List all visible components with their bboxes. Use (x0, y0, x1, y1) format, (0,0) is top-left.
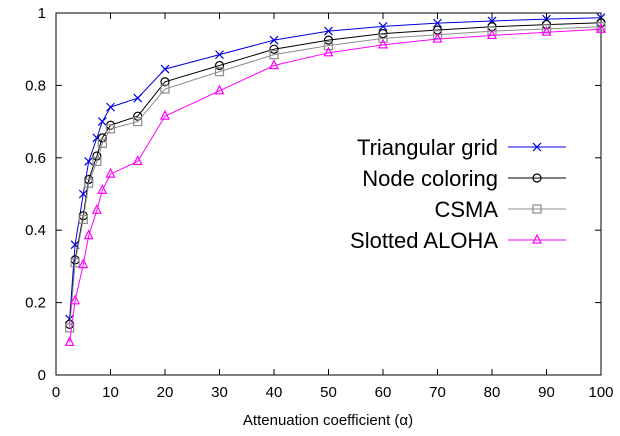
legend-marker (532, 142, 542, 152)
data-point-slotted-aloha (97, 184, 108, 194)
data-point-slotted-aloha (83, 229, 94, 240)
data-point-slotted-aloha (64, 336, 75, 347)
x-tick-label: 40 (266, 384, 283, 401)
y-tick-label: 0.6 (25, 150, 46, 167)
data-point-slotted-aloha (214, 84, 225, 95)
data-point-csma (84, 178, 94, 188)
data-point-csma (97, 138, 107, 148)
x-axis: 0 10 20 30 40 50 60 70 80 90 100 (52, 13, 614, 401)
x-tick-label: 20 (157, 384, 174, 401)
data-point-triangular-grid (160, 64, 170, 74)
series-line-triangular-grid (69, 17, 602, 319)
data-point-triangular-grid (106, 102, 115, 112)
data-point-slotted-aloha (91, 203, 102, 214)
data-point-node-coloring (378, 29, 388, 39)
data-point-csma (269, 50, 279, 60)
x-axis-label: Attenuation coefficient (α) (243, 412, 413, 429)
data-point-csma (78, 214, 88, 224)
data-point-slotted-aloha (70, 294, 81, 305)
legend-label: Triangular grid (357, 135, 498, 160)
series-layer (64, 13, 606, 347)
y-tick-label: 0.2 (25, 295, 46, 312)
data-point-triangular-grid (215, 50, 224, 60)
data-point-csma (105, 124, 116, 134)
x-tick-label: 100 (588, 384, 613, 401)
legend-item-node-coloring: Node coloring (362, 166, 566, 191)
data-point-triangular-grid (324, 26, 333, 36)
data-point-slotted-aloha (487, 29, 497, 40)
data-point-slotted-aloha (596, 22, 606, 33)
legend-marker (532, 173, 542, 183)
y-tick-label: 1 (38, 5, 46, 22)
data-point-node-coloring (160, 77, 170, 87)
x-tick-label: 10 (102, 384, 119, 401)
series-line-slotted-aloha (69, 28, 602, 343)
data-point-csma (92, 156, 102, 167)
data-point-csma (133, 116, 143, 127)
data-point-slotted-aloha (78, 258, 89, 269)
data-point-node-coloring (97, 133, 107, 143)
data-point-slotted-aloha (378, 38, 388, 49)
y-tick-label: 0.4 (25, 222, 46, 239)
data-point-slotted-aloha (432, 32, 443, 43)
data-point-slotted-aloha (541, 25, 552, 36)
data-point-triangular-grid (378, 21, 388, 31)
data-point-triangular-grid (433, 18, 442, 28)
data-point-slotted-aloha (105, 167, 116, 178)
series-slotted-aloha (64, 22, 606, 347)
x-tick-label: 90 (538, 384, 555, 401)
series-node-coloring (65, 18, 606, 329)
x-tick-label: 80 (484, 384, 501, 401)
data-point-node-coloring (323, 35, 334, 45)
x-tick-label: 70 (429, 384, 446, 401)
data-point-csma (214, 67, 225, 77)
data-point-csma (596, 22, 606, 32)
x-tick-label: 50 (320, 384, 337, 401)
legend-marker (532, 204, 542, 214)
legend-label: Node coloring (362, 166, 498, 191)
x-tick-label: 60 (375, 384, 392, 401)
legend: Triangular grid Node coloring CSMA Slotted … (350, 135, 566, 253)
data-point-triangular-grid (269, 35, 279, 45)
y-axis: 0 0.2 0.4 0.6 0.8 1 (25, 5, 601, 384)
plot-frame (55, 12, 602, 376)
data-point-triangular-grid (596, 13, 606, 23)
series-triangular-grid (65, 13, 606, 324)
data-point-csma (65, 323, 75, 333)
data-point-csma (378, 33, 388, 43)
data-point-slotted-aloha (269, 59, 279, 70)
legend-label: CSMA (434, 197, 498, 222)
legend-item-slotted-aloha: Slotted ALOHA (350, 228, 566, 253)
legend-item-triangular-grid: Triangular grid (357, 135, 566, 160)
data-point-triangular-grid (133, 93, 143, 103)
series-line-csma (69, 26, 602, 328)
y-tick-label: 0 (38, 367, 46, 384)
data-point-node-coloring (269, 44, 279, 54)
data-point-slotted-aloha (323, 46, 334, 57)
data-point-csma (70, 258, 80, 268)
x-tick-label: 30 (211, 384, 228, 401)
plot-border (55, 12, 602, 376)
data-point-slotted-aloha (160, 109, 170, 120)
data-point-slotted-aloha (132, 155, 143, 166)
data-point-csma (160, 84, 170, 94)
legend-label: Slotted ALOHA (350, 228, 498, 253)
data-point-csma (323, 40, 334, 51)
data-point-node-coloring (214, 60, 225, 71)
x-tick-label: 0 (52, 384, 60, 401)
y-tick-label: 0.8 (25, 77, 46, 94)
data-point-triangular-grid (84, 156, 94, 166)
series-line-node-coloring (69, 22, 602, 325)
data-point-triangular-grid (97, 117, 107, 127)
legend-item-csma: CSMA (434, 197, 566, 222)
series-csma (65, 22, 606, 333)
data-point-csma (541, 24, 552, 34)
legend-marker (532, 233, 542, 244)
